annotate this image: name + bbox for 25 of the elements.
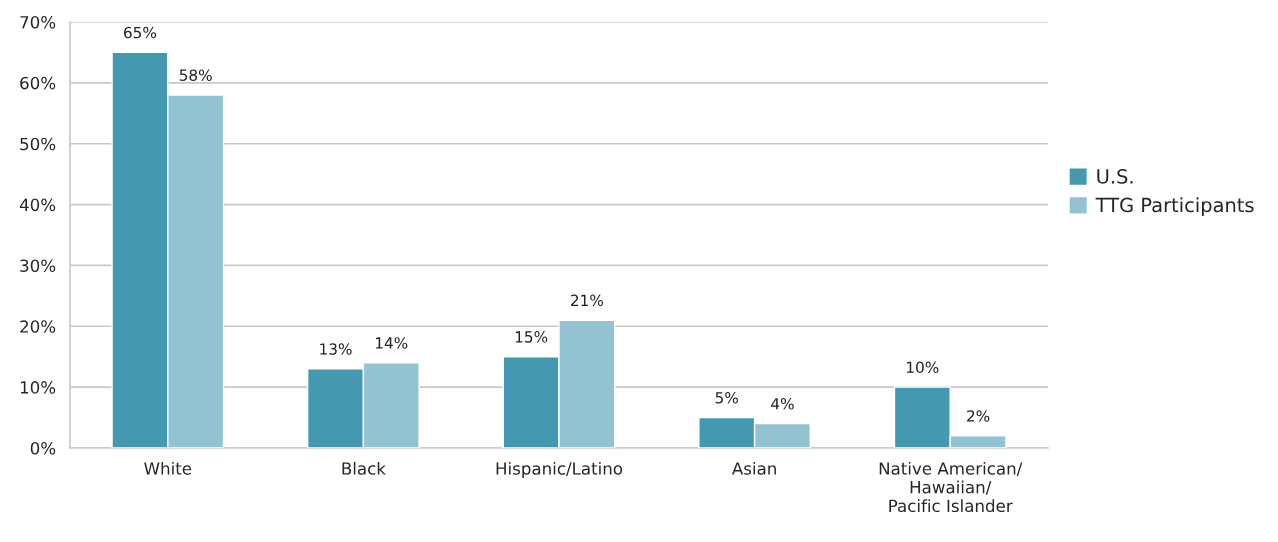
y-tick-label: 20% [20,320,56,333]
data-label: 5% [715,391,738,404]
x-tick-label: Black [342,461,386,475]
data-label: 58% [179,69,212,81]
x-tick-label: Hispanic/Latino [496,461,623,479]
x-tick-label: Native American/ Hawaiian/ Pacific Islander [879,461,1023,513]
data-label: 2% [967,410,990,422]
data-label: 14% [375,337,408,349]
x-tick-label: White [144,461,192,475]
data-label: 13% [320,343,352,355]
legend-label: TTG Participants [1095,197,1254,217]
y-tick-label: 30% [20,259,56,272]
y-tick-label: 0% [30,441,56,455]
legend-label: U.S. [1097,169,1133,184]
y-tick-label: 40% [19,198,56,212]
y-tick-label: 60% [20,76,56,90]
y-tick-label: 10% [20,381,56,394]
data-label: 4% [771,398,794,410]
y-tick-label: 50% [20,137,56,151]
data-label: 65% [124,26,157,39]
data-label: 21% [571,294,604,307]
x-tick-label: Asian [731,461,776,475]
y-tick-label: 70% [20,15,56,29]
data-label: 10% [907,361,939,374]
data-label: 15% [515,331,548,343]
